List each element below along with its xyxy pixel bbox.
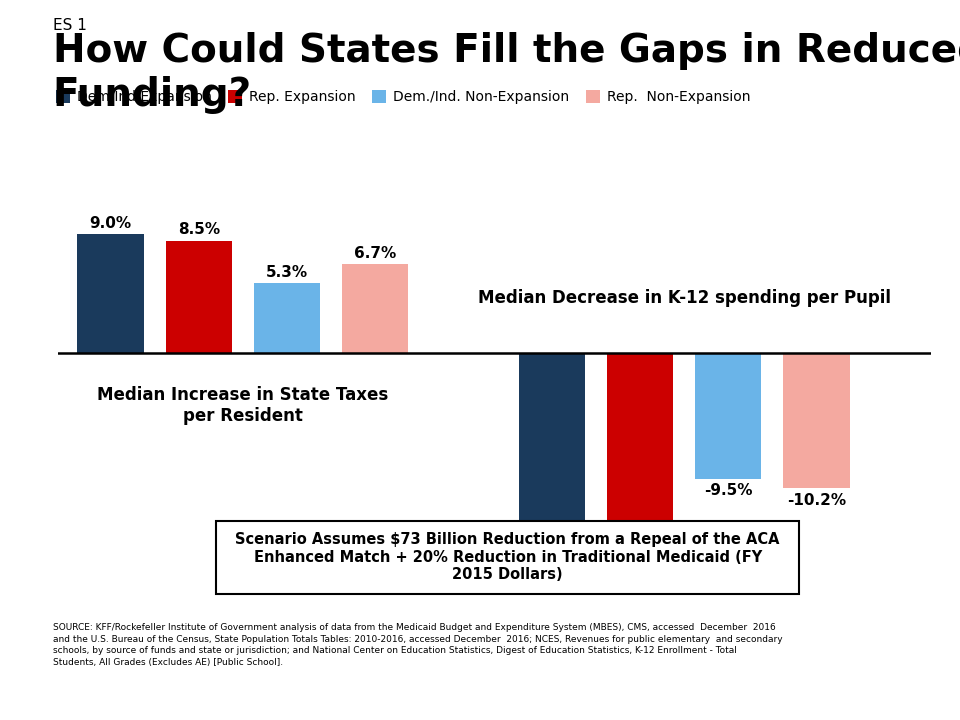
Bar [607,353,673,555]
Bar [78,234,144,353]
Text: -15.5%: -15.5% [522,562,581,577]
Text: FOUNDATION: FOUNDATION [852,699,905,705]
Text: -15.3%: -15.3% [611,560,669,575]
Text: Scenario Assumes $73 Billion Reduction from a Repeal of the ACA
Enhanced Match +: Scenario Assumes $73 Billion Reduction f… [235,532,780,582]
Bar [342,264,408,353]
Text: -9.5%: -9.5% [704,483,753,498]
Text: SOURCE: KFF/Rockefeller Institute of Government analysis of data from the Medica: SOURCE: KFF/Rockefeller Institute of Gov… [53,623,782,667]
Text: FAMILY: FAMILY [854,680,903,693]
Text: ES 1: ES 1 [53,18,86,33]
Text: THE HENRY J.: THE HENRY J. [852,654,905,660]
Legend: Dem/Ind Expansion, Rep. Expansion, Dem./Ind. Non-Expansion, Rep.  Non-Expansion: Dem/Ind Expansion, Rep. Expansion, Dem./… [56,91,751,104]
Text: 5.3%: 5.3% [266,265,308,279]
Text: -10.2%: -10.2% [787,492,846,508]
Bar [254,283,320,353]
Text: 9.0%: 9.0% [89,216,132,230]
Text: Median Decrease in K-12 spending per Pupil: Median Decrease in K-12 spending per Pup… [478,289,891,307]
Text: Funding?: Funding? [53,76,252,114]
Bar [695,353,761,479]
Bar [518,353,585,558]
Text: Median Increase in State Taxes
per Resident: Median Increase in State Taxes per Resid… [97,386,389,425]
Bar [166,240,232,353]
FancyBboxPatch shape [216,521,799,593]
Bar [783,353,850,488]
Text: 8.5%: 8.5% [178,222,220,238]
Text: KAISER: KAISER [853,665,904,678]
Text: 6.7%: 6.7% [354,246,396,261]
Text: How Could States Fill the Gaps in Reduced Federal Medicaid: How Could States Fill the Gaps in Reduce… [53,32,960,71]
